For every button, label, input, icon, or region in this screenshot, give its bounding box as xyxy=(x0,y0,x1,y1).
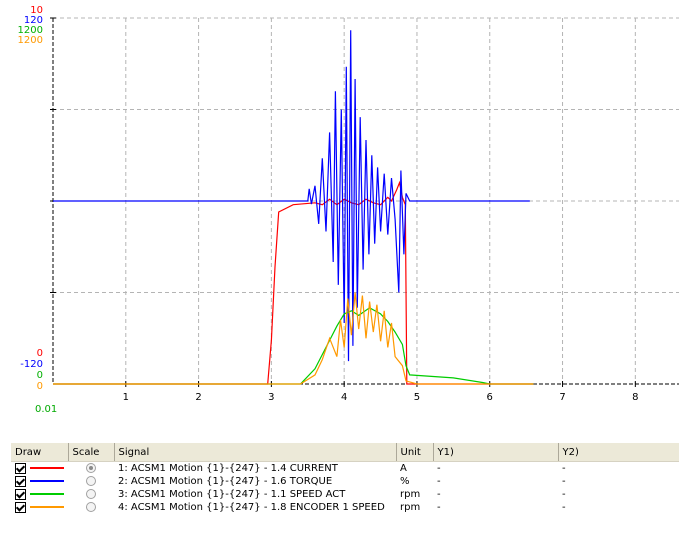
legend-row[interactable]: 2: ACSM1 Motion {1}-{247} - 1.6 TORQUE% -… xyxy=(11,475,679,488)
scale-radio[interactable] xyxy=(86,489,96,499)
unit-cell: A xyxy=(400,463,407,474)
scale-cell xyxy=(68,462,114,476)
header-y2[interactable]: Y2) xyxy=(558,443,679,462)
scale-radio[interactable] xyxy=(86,502,96,512)
draw-checkbox[interactable] xyxy=(15,501,26,513)
draw-cell xyxy=(11,462,68,476)
series-line-current xyxy=(53,180,534,385)
header-y1[interactable]: Y1) xyxy=(433,443,559,462)
chart-grid xyxy=(53,17,679,384)
y-min-label: 0 xyxy=(37,348,43,359)
scale-radio[interactable] xyxy=(86,476,96,486)
x-tick-label: 1 xyxy=(123,392,129,403)
series-color-swatch xyxy=(30,467,64,470)
x-tick-label: 8 xyxy=(632,392,638,403)
y2-cell: - xyxy=(562,502,566,513)
series-color-swatch xyxy=(30,506,64,509)
signal-name-cell: 2: ACSM1 Motion {1}-{247} - 1.6 TORQUE xyxy=(118,476,333,487)
x-tick-label: 3 xyxy=(268,392,274,403)
y-max-label: 1200 xyxy=(18,25,43,36)
legend-row[interactable]: 1: ACSM1 Motion {1}-{247} - 1.4 CURRENT A… xyxy=(11,462,679,476)
draw-checkbox[interactable] xyxy=(15,462,26,474)
draw-cell xyxy=(11,475,68,488)
legend-row[interactable]: 4: ACSM1 Motion {1}-{247} - 1.8 ENCODER … xyxy=(11,501,679,514)
unit-cell: rpm xyxy=(400,489,421,500)
legend-row[interactable]: 3: ACSM1 Motion {1}-{247} - 1.1 SPEED AC… xyxy=(11,488,679,501)
x-origin-label: 0.01 xyxy=(35,404,57,415)
x-tick-label: 5 xyxy=(414,392,420,403)
scale-radio[interactable] xyxy=(86,463,96,473)
draw-checkbox[interactable] xyxy=(15,475,26,487)
signal-legend: Draw Scale Signal Unit Y1) Y2) 1: ACSM1 … xyxy=(11,443,679,537)
y1-cell: - xyxy=(437,476,441,487)
y2-cell: - xyxy=(562,476,566,487)
signal-name-cell: 3: ACSM1 Motion {1}-{247} - 1.1 SPEED AC… xyxy=(118,489,346,500)
x-tick-label: 6 xyxy=(487,392,493,403)
x-tick-label: 7 xyxy=(559,392,565,403)
header-signal[interactable]: Signal xyxy=(114,443,397,462)
y-min-label: 0 xyxy=(37,381,43,392)
splitter-bar[interactable] xyxy=(0,421,679,437)
draw-cell xyxy=(11,488,68,501)
y2-cell: - xyxy=(562,489,566,500)
header-scale[interactable]: Scale xyxy=(68,443,115,462)
y-max-label: 1200 xyxy=(18,35,43,46)
header-unit[interactable]: Unit xyxy=(396,443,434,462)
y-max-label: 120 xyxy=(24,15,43,26)
x-tick-label: 4 xyxy=(341,392,347,403)
legend-header-row: Draw Scale Signal Unit Y1) Y2) xyxy=(11,443,679,462)
y-min-label: 0 xyxy=(37,370,43,381)
draw-cell xyxy=(11,501,68,514)
unit-cell: % xyxy=(400,476,410,487)
unit-cell: rpm xyxy=(400,502,421,513)
scale-cell xyxy=(68,475,114,488)
series-line-speed_act xyxy=(53,307,534,385)
y-min-label: -120 xyxy=(20,359,43,370)
draw-checkbox[interactable] xyxy=(15,488,26,500)
series-color-swatch xyxy=(30,480,64,483)
y2-cell: - xyxy=(562,463,566,474)
y1-cell: - xyxy=(437,489,441,500)
scale-cell xyxy=(68,501,114,514)
series-line-encoder1_speed xyxy=(53,292,534,385)
header-draw[interactable]: Draw xyxy=(11,443,69,462)
series-color-swatch xyxy=(30,493,64,496)
signal-name-cell: 1: ACSM1 Motion {1}-{247} - 1.4 CURRENT xyxy=(118,463,338,474)
y1-cell: - xyxy=(437,463,441,474)
series-line-torque xyxy=(53,30,530,362)
signal-name-cell: 4: ACSM1 Motion {1}-{247} - 1.8 ENCODER … xyxy=(118,502,385,513)
y-max-label: 10 xyxy=(30,5,43,16)
x-tick-label: 2 xyxy=(195,392,201,403)
x-axis-labels: 1 2 3 4 5 6 7 8 0.01 xyxy=(35,392,639,415)
scale-cell xyxy=(68,488,114,501)
y1-cell: - xyxy=(437,502,441,513)
series-lines xyxy=(53,30,534,385)
